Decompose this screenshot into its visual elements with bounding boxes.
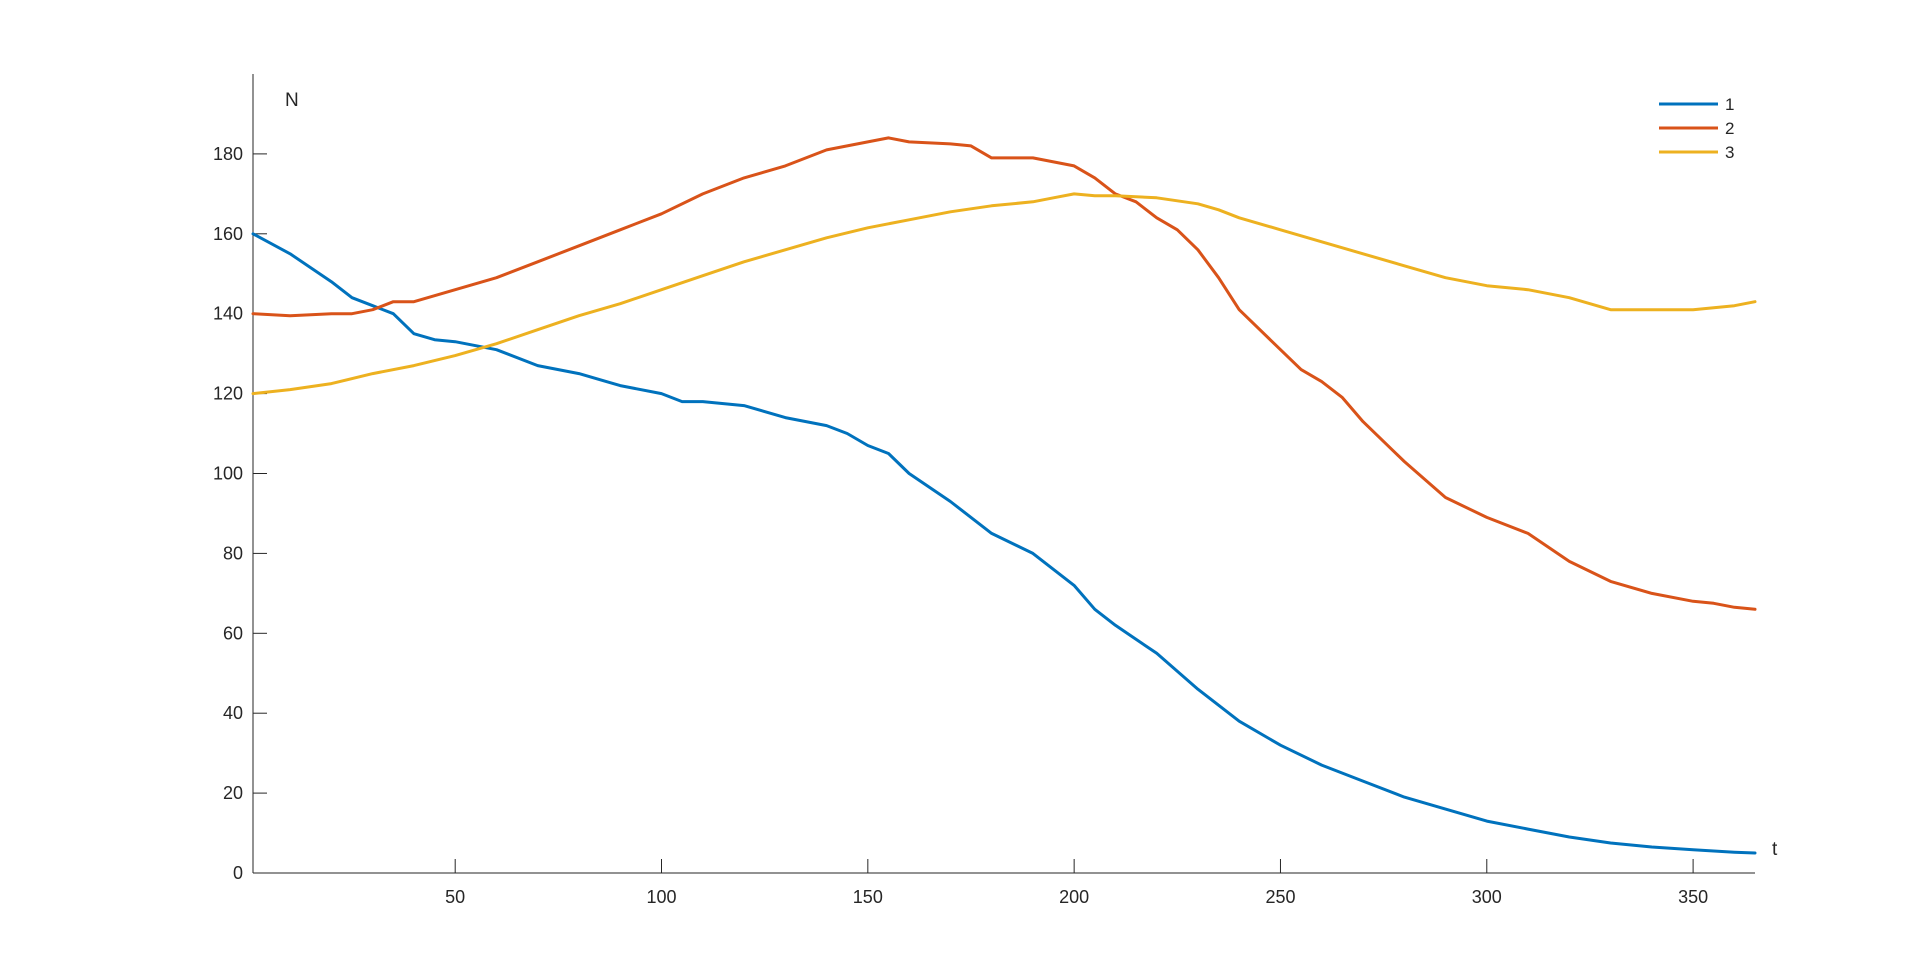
x-axis-label: t: [1772, 839, 1778, 860]
y-tick-label: 180: [213, 144, 243, 164]
x-tick-label: 300: [1472, 887, 1502, 907]
x-tick-label: 250: [1265, 887, 1295, 907]
legend: 1 2 3: [1659, 95, 1734, 162]
x-tick-label: 100: [646, 887, 676, 907]
legend-entry-1: 1: [1725, 95, 1734, 114]
y-tick-label: 20: [223, 783, 243, 803]
y-tick-label: 160: [213, 224, 243, 244]
series-lines: [251, 136, 1757, 855]
legend-entry-2: 2: [1725, 119, 1734, 138]
y-tick-label: 100: [213, 464, 243, 484]
y-tick-label: 40: [223, 703, 243, 723]
y-tick-label: 0: [233, 863, 243, 883]
x-tick-label: 50: [445, 887, 465, 907]
y-tick-label: 60: [223, 623, 243, 643]
legend-entry-3: 3: [1725, 143, 1734, 162]
series-line-2: [251, 136, 1757, 611]
y-tick-label: 140: [213, 304, 243, 324]
tick-labels: 50 100 150 200 250 300 350 0 20 40 60 80 100 120 140 16…: [213, 144, 1708, 907]
series-line-3: [251, 192, 1757, 396]
axes: [252, 74, 1755, 874]
x-tick-label: 350: [1678, 887, 1708, 907]
x-tick-label: 150: [853, 887, 883, 907]
x-tick-label: 200: [1059, 887, 1089, 907]
y-axis-label: N: [285, 90, 299, 111]
series-line-1: [251, 232, 1757, 855]
y-tick-label: 80: [223, 543, 243, 563]
y-tick-label: 120: [213, 384, 243, 404]
